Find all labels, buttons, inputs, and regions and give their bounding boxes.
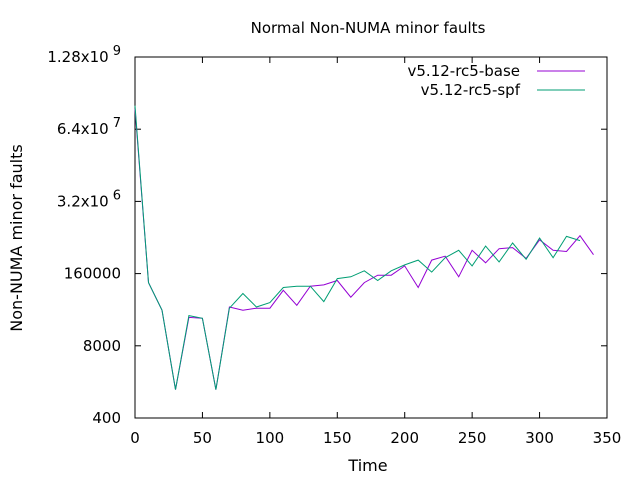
legend-label: v5.12-rc5-base <box>408 62 521 80</box>
y-tick-label: 6.4x10 7 <box>57 116 121 138</box>
y-tick-label: 3.2x10 6 <box>57 188 121 210</box>
chart-title: Normal Non-NUMA minor faults <box>251 19 486 37</box>
plot-frame <box>134 56 608 419</box>
series-lines <box>134 105 594 390</box>
series-line-v5.12-rc5-spf <box>134 105 581 390</box>
x-tick-label: 0 <box>130 429 140 447</box>
y-axis-label: Non-NUMA minor faults <box>7 144 26 331</box>
y-tick-label: 8000 <box>83 337 121 355</box>
x-tick-label: 300 <box>525 429 554 447</box>
x-tick-label: 50 <box>193 429 212 447</box>
x-tick-label: 250 <box>458 429 487 447</box>
x-axis-ticks: 0 50 100 150 200 250 300 350 <box>130 57 621 447</box>
series-line-v5.12-rc5-base <box>134 108 594 390</box>
plot-border <box>134 56 608 419</box>
x-tick-label: 350 <box>593 429 622 447</box>
y-tick-label: 1.28x10 9 <box>47 44 121 66</box>
x-axis-label: Time <box>347 456 387 475</box>
legend-label: v5.12-rc5-spf <box>421 81 521 99</box>
y-tick-label: 160000 <box>64 265 121 283</box>
x-tick-label: 200 <box>390 429 419 447</box>
y-axis-ticks: 400 8000 160000 3.2x10 6 6.4x10 7 1.28x10 9 <box>47 44 607 427</box>
y-tick-label: 400 <box>92 409 121 427</box>
x-tick-label: 100 <box>256 429 285 447</box>
x-tick-label: 150 <box>323 429 352 447</box>
